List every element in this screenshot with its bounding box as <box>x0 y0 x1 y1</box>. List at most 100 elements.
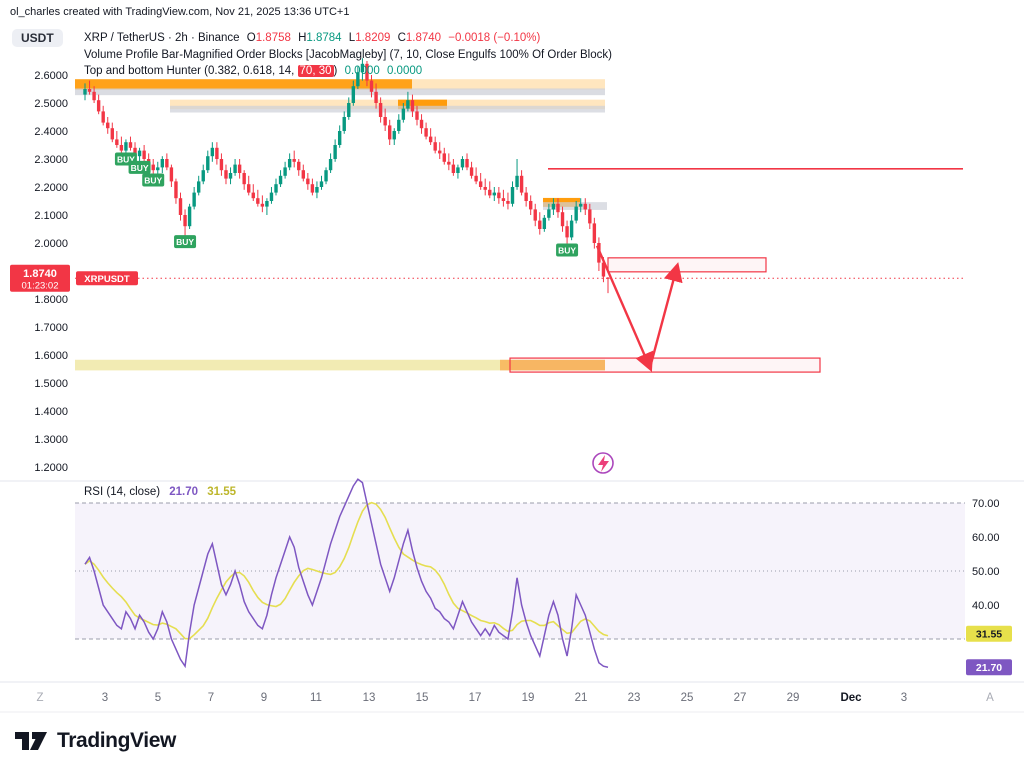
attribution-text: ol_charles created with TradingView.com,… <box>10 6 350 18</box>
target-box <box>607 257 767 273</box>
candle-body <box>242 173 246 185</box>
candle-body <box>87 89 92 92</box>
candle-body <box>551 203 556 210</box>
tradingview-brand-text[interactable]: TradingView <box>57 729 176 752</box>
buy-badge <box>556 243 579 257</box>
time-axis-label: 25 <box>681 692 694 704</box>
high-letter: H <box>298 32 307 44</box>
order-block-band <box>170 99 605 110</box>
candle-body <box>96 100 101 112</box>
candle-body <box>137 150 142 157</box>
candle-body <box>251 192 255 199</box>
rsi-ma-line <box>84 501 609 640</box>
price-axis-label: 2.1000 <box>34 210 68 222</box>
candle-body <box>92 91 96 101</box>
candle-body <box>219 159 224 171</box>
indicator2-value1: 0.0000 <box>344 65 380 77</box>
candle-body <box>297 161 301 171</box>
candle-body <box>478 181 483 187</box>
candle-body <box>192 192 196 207</box>
price-axis-label: 2.4000 <box>34 126 68 138</box>
candle-body <box>506 201 510 204</box>
candle-body <box>456 167 460 173</box>
projection-arrow <box>648 262 683 368</box>
candle-body <box>110 128 114 140</box>
order-block-band <box>543 202 607 210</box>
candle-body <box>124 142 128 151</box>
candle-body <box>142 150 146 159</box>
candle-body <box>206 156 210 171</box>
candle-body <box>187 206 192 227</box>
candle-body <box>133 147 137 157</box>
candle-body <box>256 198 260 204</box>
price-axis-label: 1.8000 <box>34 294 68 306</box>
time-axis-label: Z <box>36 692 43 704</box>
candle-body <box>333 145 337 159</box>
candle-body <box>287 159 292 168</box>
candle-body <box>178 198 183 215</box>
candle-body <box>528 201 533 210</box>
candle-body <box>488 189 492 196</box>
price-axis-label: 2.6000 <box>34 70 68 82</box>
candle-body <box>151 164 155 171</box>
candle-body <box>592 223 597 243</box>
price-axis-label: 1.7000 <box>34 322 68 334</box>
candle-body <box>497 192 501 199</box>
candle-body <box>215 147 219 159</box>
candle-body <box>342 117 346 131</box>
current-price-value: 1.8740 <box>23 268 57 280</box>
candle-body <box>501 198 506 201</box>
indicator2-title-suffix: ) <box>333 65 338 77</box>
projection-arrow <box>595 245 654 373</box>
candle-body <box>510 187 515 204</box>
candle-body <box>588 209 592 224</box>
rsi-legend: RSI (14, close) 21.70 31.55 <box>84 486 236 498</box>
candle-body <box>547 209 551 218</box>
price-axis-label: 1.5000 <box>34 378 68 390</box>
candle-body <box>365 63 369 81</box>
candle-countdown: 01:23:02 <box>22 280 59 291</box>
time-axis-label: 3 <box>102 692 108 704</box>
candle-body <box>115 139 119 145</box>
order-block-band <box>170 105 605 113</box>
order-block-band <box>500 359 605 371</box>
candle-body <box>442 153 446 162</box>
candle-body <box>278 175 283 185</box>
price-axis-label: 1.3000 <box>34 434 68 446</box>
candle-body <box>324 170 328 182</box>
price-axis-label: 2.2000 <box>34 182 68 194</box>
candle-body <box>515 175 519 187</box>
candle-body <box>469 167 474 176</box>
candle-body <box>369 80 374 92</box>
low-value: 1.8209 <box>355 32 391 44</box>
candle-body <box>538 220 542 229</box>
candle-body <box>410 100 415 112</box>
open-value: 1.8758 <box>255 32 291 44</box>
symbol-title: XRP / TetherUS · 2h · Binance <box>84 32 240 44</box>
rsi-line <box>84 478 609 669</box>
price-scale-currency-button[interactable]: USDT <box>12 29 63 47</box>
tradingview-logo-icon[interactable] <box>14 727 48 755</box>
indicator2-title-prefix: Top and bottom Hunter (0.382, 0.618, 14, <box>84 65 298 77</box>
candle-body <box>183 215 187 227</box>
order-block-band <box>75 88 605 96</box>
candle-body <box>337 131 342 145</box>
candle-body <box>119 145 124 151</box>
candle-body <box>319 181 324 187</box>
order-block-band <box>412 79 605 90</box>
time-axis-label: 7 <box>208 692 214 704</box>
price-axis-label: 1.2000 <box>34 462 68 474</box>
candle-body <box>419 119 424 129</box>
candle-body <box>451 164 456 173</box>
candle-body <box>201 170 205 182</box>
candle-body <box>306 178 310 185</box>
close-letter: C <box>397 32 406 44</box>
candle-body <box>237 164 242 173</box>
buy-badge <box>142 173 165 187</box>
candle-body <box>301 170 305 179</box>
symbol-tag-text: XRPUSDT <box>84 274 130 285</box>
price-axis-label: 1.6000 <box>34 350 68 362</box>
candle-body <box>574 206 578 221</box>
